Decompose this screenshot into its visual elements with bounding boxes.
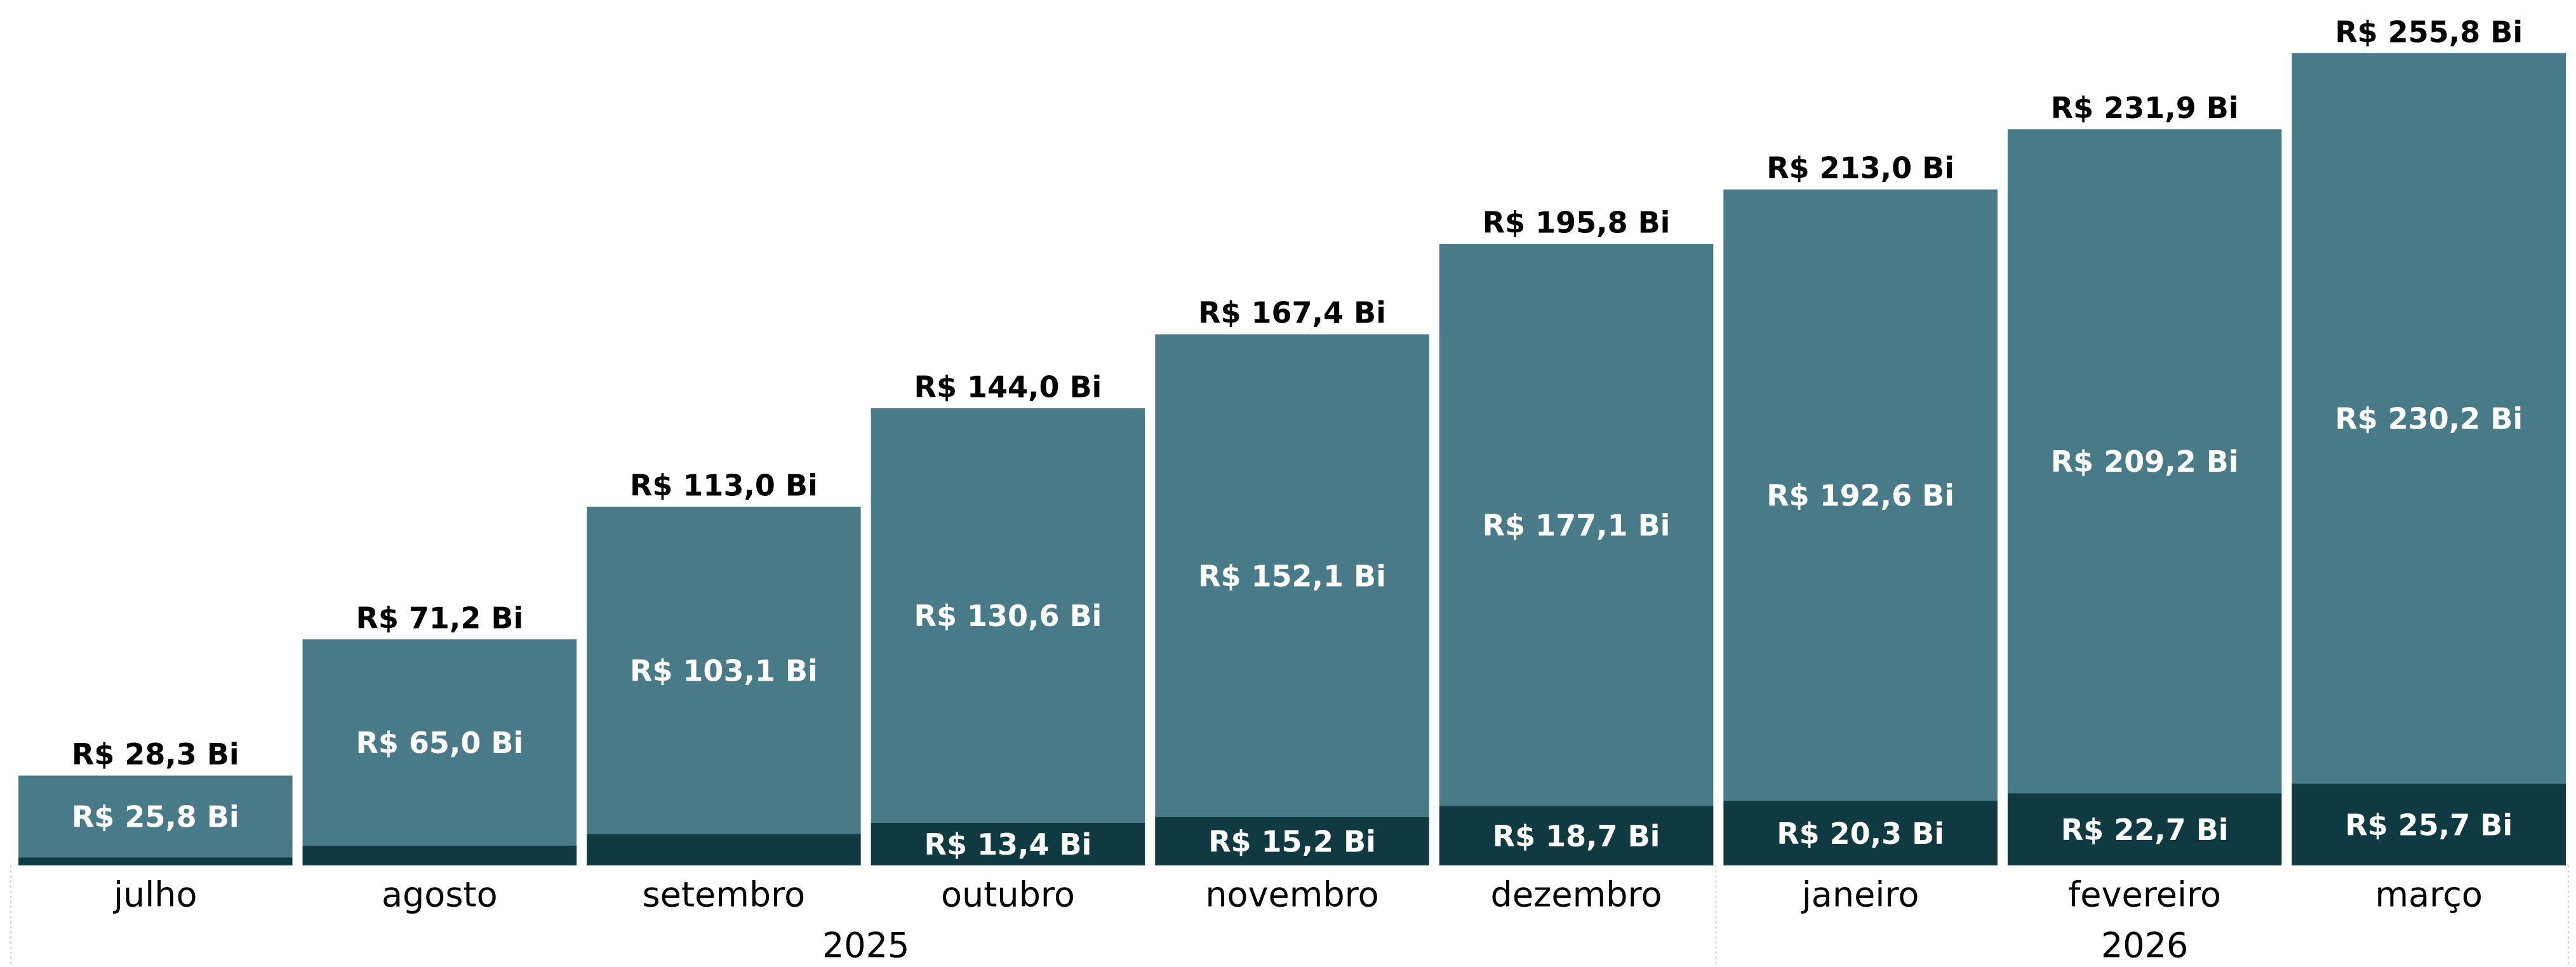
bar-segment [1155, 817, 1429, 865]
segment-label: R$ 230,2 Bi [2335, 402, 2523, 436]
bar-segment [18, 775, 293, 858]
total-label: R$ 71,2 Bi [356, 601, 523, 636]
total-label: R$ 213,0 Bi [1766, 151, 1954, 185]
bar-segment [2007, 793, 2282, 865]
segment-label: R$ 152,1 Bi [1198, 559, 1386, 593]
total-label: R$ 167,4 Bi [1198, 296, 1386, 330]
bar-segment [1439, 244, 1714, 806]
bar-segment [587, 507, 861, 834]
x-tick-label: julho [113, 875, 197, 915]
x-tick-label: março [2375, 875, 2483, 915]
segment-label: R$ 15,2 Bi [1208, 825, 1376, 859]
bar-segment [1155, 334, 1429, 817]
segment-label: R$ 177,1 Bi [1483, 508, 1671, 542]
segment-label: R$ 22,7 Bi [2061, 813, 2229, 847]
segment-label: R$ 130,6 Bi [914, 599, 1102, 633]
bar-segment [871, 408, 1145, 823]
segment-label: R$ 209,2 Bi [2051, 444, 2239, 479]
segment-label: R$ 20,3 Bi [1777, 817, 1944, 851]
bar-segment [587, 834, 861, 865]
bar-segment [1723, 801, 1998, 865]
x-tick-label: dezembro [1491, 875, 1662, 915]
segment-label: R$ 192,6 Bi [1766, 479, 1954, 513]
bar-segment [1723, 189, 1998, 801]
x-tick-label: outubro [941, 875, 1075, 915]
x-tick-label: setembro [643, 875, 806, 915]
bar-segment [302, 846, 577, 865]
x-tick-label: janeiro [1801, 875, 1919, 915]
segment-label: R$ 25,8 Bi [72, 800, 239, 834]
bar-segment [2007, 129, 2282, 794]
total-label: R$ 195,8 Bi [1483, 206, 1671, 240]
year-label: 2025 [822, 926, 909, 966]
total-label: R$ 28,3 Bi [72, 737, 239, 771]
total-label: R$ 231,9 Bi [2051, 91, 2239, 125]
year-label: 2026 [2101, 926, 2188, 966]
bar-segment [302, 639, 577, 846]
bar-segment [2292, 784, 2566, 865]
segment-label: R$ 65,0 Bi [356, 726, 523, 760]
total-label: R$ 255,8 Bi [2335, 15, 2523, 50]
total-label: R$ 113,0 Bi [630, 469, 818, 503]
segment-label: R$ 25,7 Bi [2345, 808, 2513, 842]
total-label: R$ 144,0 Bi [914, 370, 1102, 404]
x-tick-label: agosto [382, 875, 498, 915]
segment-label: R$ 103,1 Bi [630, 653, 818, 688]
bar-segment [1439, 806, 1714, 865]
segment-label: R$ 18,7 Bi [1493, 819, 1660, 853]
segment-label: R$ 13,4 Bi [924, 827, 1092, 862]
bar-segment [871, 823, 1145, 865]
x-tick-label: novembro [1205, 875, 1378, 915]
bar-segment [2292, 53, 2566, 784]
bar-segment [18, 857, 293, 865]
x-tick-label: fevereiro [2068, 875, 2221, 915]
